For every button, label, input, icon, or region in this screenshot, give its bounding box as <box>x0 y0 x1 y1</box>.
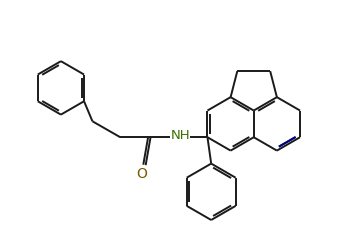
Text: O: O <box>136 167 147 181</box>
Text: NH: NH <box>171 129 190 142</box>
